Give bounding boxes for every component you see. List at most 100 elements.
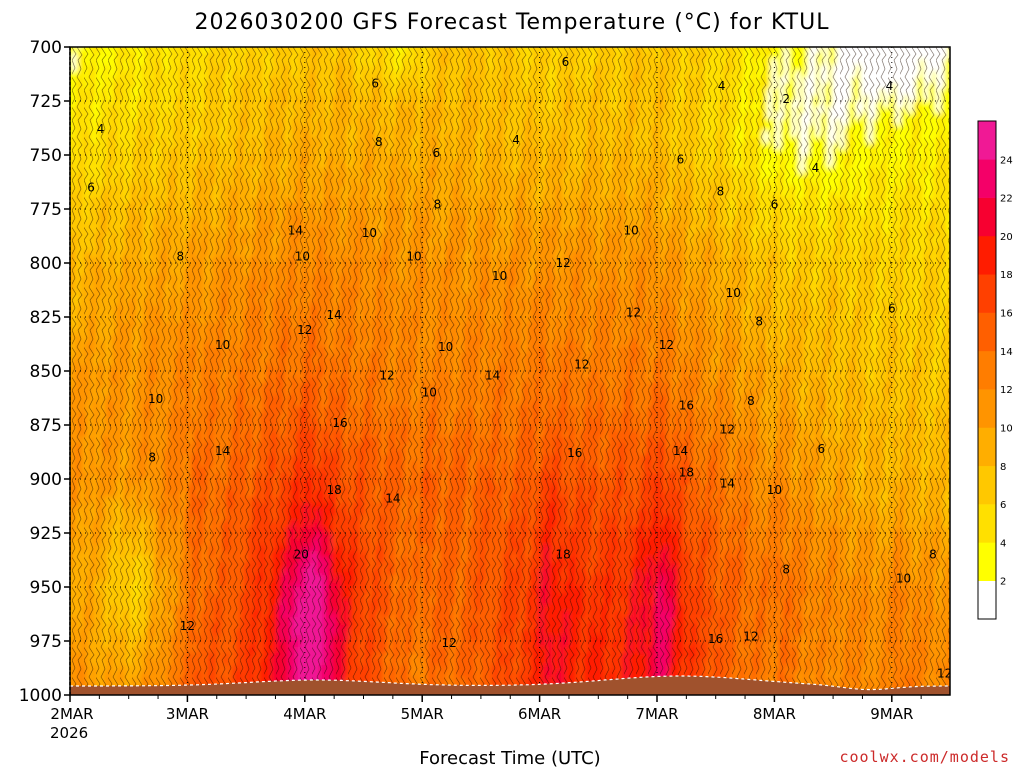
temperature-cell (64, 305, 69, 312)
temperature-cell (64, 65, 69, 72)
temperature-cell (64, 209, 69, 216)
temperature-cell (100, 695, 105, 702)
temperature-cell (140, 695, 145, 702)
temperature-cell (168, 695, 173, 702)
temperature-cell (64, 389, 69, 396)
temperature-cell (64, 539, 69, 546)
temperature-cell (92, 695, 97, 702)
temperature-cell (228, 695, 233, 702)
temperature-cell (64, 233, 69, 240)
temperature-cell (64, 143, 69, 150)
temperature-cell (64, 599, 69, 606)
temperature-cell (132, 695, 137, 702)
temperature-cell (64, 185, 69, 192)
temperature-cell (72, 695, 77, 702)
temperature-cell (64, 131, 69, 138)
temperature-cell (64, 515, 69, 522)
temperature-cell (64, 479, 69, 486)
temperature-cell (64, 605, 69, 612)
temperature-cell (224, 695, 229, 702)
temperature-cell (200, 695, 205, 702)
temperature-cell (76, 695, 81, 702)
temperature-cell (64, 671, 69, 678)
temperature-cell (64, 329, 69, 336)
temperature-cell (192, 695, 197, 702)
temperature-cell (188, 695, 193, 702)
temperature-cell (112, 695, 117, 702)
temperature-cell (64, 173, 69, 180)
temperature-cell (64, 299, 69, 306)
temperature-cell (64, 161, 69, 168)
temperature-cell (64, 323, 69, 330)
temperature-cell (64, 239, 69, 246)
temperature-cell (64, 353, 69, 360)
temperature-cell (64, 53, 69, 60)
temperature-cell (64, 293, 69, 300)
temperature-cell (80, 695, 85, 702)
temperature-cell (64, 101, 69, 108)
temperature-cell (64, 77, 69, 84)
temperature-cell (64, 401, 69, 408)
temperature-cell (220, 695, 225, 702)
temperature-cell (64, 215, 69, 222)
temperature-cell (64, 167, 69, 174)
temperature-cell (64, 287, 69, 294)
temperature-cell (64, 647, 69, 654)
temperature-cell (64, 617, 69, 624)
temperature-cell (64, 125, 69, 132)
temperature-cell (84, 695, 89, 702)
temperature-cell (64, 71, 69, 78)
temperature-cell (64, 269, 69, 276)
temperature-cell (64, 659, 69, 666)
temperature-cell (96, 695, 101, 702)
temperature-cell (64, 197, 69, 204)
temperature-cell (64, 377, 69, 384)
temperature-cell (64, 263, 69, 270)
temperature-cell (64, 383, 69, 390)
temperature-cell (116, 695, 121, 702)
temperature-cell (64, 455, 69, 462)
chart-title: 2026030200 GFS Forecast Temperature (°C)… (195, 10, 830, 35)
temperature-cell (64, 461, 69, 468)
temperature-cell (208, 695, 213, 702)
temperature-cell (64, 641, 69, 648)
temperature-cell (64, 335, 69, 342)
temperature-cell (172, 695, 177, 702)
temperature-cell (64, 575, 69, 582)
temperature-cell (64, 677, 69, 684)
temperature-cell (64, 89, 69, 96)
temperature-cell (64, 683, 69, 690)
temperature-cell (64, 533, 69, 540)
temperature-cell (212, 695, 217, 702)
temperature-cell (144, 695, 149, 702)
temperature-cell (64, 593, 69, 600)
temperature-cell (124, 695, 129, 702)
temperature-cell (64, 437, 69, 444)
temperature-cell (104, 695, 109, 702)
temperature-cell (176, 695, 181, 702)
temperature-cell (152, 695, 157, 702)
temperature-cell (120, 695, 125, 702)
temperature-cell (64, 221, 69, 228)
temperature-cell (64, 59, 69, 66)
temperature-cell (64, 587, 69, 594)
temperature-cell (160, 695, 165, 702)
temperature-cell (64, 431, 69, 438)
temperature-cell (64, 155, 69, 162)
temperature-cell (64, 275, 69, 282)
temperature-cell (64, 395, 69, 402)
temperature-cell (240, 695, 245, 702)
temperature-cell (64, 467, 69, 474)
temperature-cell (204, 695, 209, 702)
temperature-cell (108, 695, 113, 702)
temperature-cell (148, 695, 153, 702)
temperature-cell (64, 611, 69, 618)
temperature-cell (232, 695, 237, 702)
temperature-cell (64, 413, 69, 420)
temperature-cell (64, 443, 69, 450)
temperature-cell (64, 653, 69, 660)
temperature-cell (64, 347, 69, 354)
temperature-cell (64, 545, 69, 552)
temperature-cell (64, 449, 69, 456)
